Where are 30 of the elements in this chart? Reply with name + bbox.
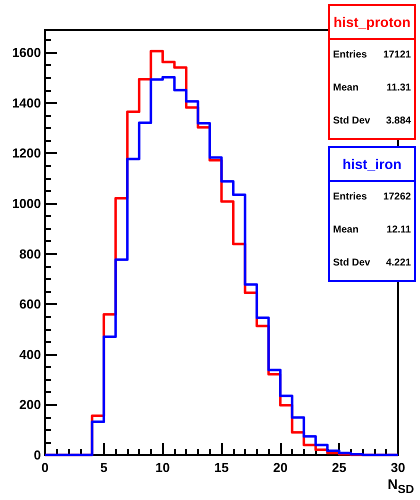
y-tick-label: 1600 bbox=[12, 45, 41, 60]
y-tick-label: 600 bbox=[19, 296, 41, 312]
x-tick-label: 15 bbox=[214, 460, 229, 475]
annotation: Std Dev bbox=[333, 258, 371, 268]
text: hist_iron bbox=[342, 156, 402, 172]
x-tick-label: 25 bbox=[332, 460, 346, 475]
x-tick-label: 20 bbox=[273, 460, 288, 475]
annotation: Mean bbox=[333, 82, 359, 94]
y-tick-label: 1200 bbox=[12, 146, 41, 161]
y-tick-label: 800 bbox=[19, 246, 41, 262]
y-tick-label: 0 bbox=[34, 448, 41, 462]
x-tick-label: 10 bbox=[155, 460, 170, 475]
annotation: Mean bbox=[333, 224, 359, 236]
text: hist_proton bbox=[334, 14, 410, 30]
y-tick-label: 200 bbox=[19, 397, 41, 412]
annotation: 11.31 bbox=[386, 82, 412, 94]
annotation: Entries bbox=[333, 192, 368, 202]
annotation: Std Dev bbox=[333, 116, 371, 126]
x-tick-label: 5 bbox=[100, 460, 108, 475]
annotation: 12.11 bbox=[386, 224, 412, 236]
y-tick-label: 1000 bbox=[12, 196, 41, 212]
y-tick-label: 1400 bbox=[12, 95, 41, 110]
annotation: 17121 bbox=[383, 50, 412, 60]
annotation: 3.884 bbox=[386, 116, 412, 126]
annotation: Entries bbox=[333, 50, 368, 60]
annotation: 17262 bbox=[383, 192, 412, 202]
annotation: 4.221 bbox=[386, 258, 412, 268]
x-axis-title: N$_{SD}$ bbox=[388, 476, 414, 496]
y-tick-label: 400 bbox=[19, 346, 41, 362]
x-tick-label: 30 bbox=[390, 460, 406, 475]
